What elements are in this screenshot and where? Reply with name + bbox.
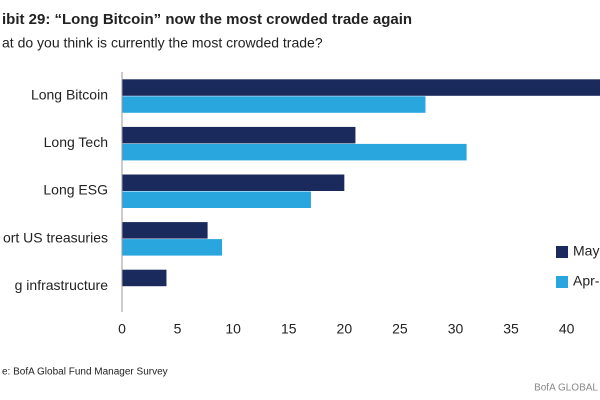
- bar: [122, 222, 208, 239]
- y-tick-label: Long Tech: [44, 134, 108, 150]
- x-tick-label: 15: [281, 321, 297, 337]
- legend-swatch: [556, 246, 568, 258]
- legend-swatch: [556, 276, 568, 288]
- legend-label: May: [573, 243, 599, 259]
- x-tick-label: 20: [337, 321, 353, 337]
- x-tick-label: 0: [118, 321, 126, 337]
- y-tick-label: Long ESG: [43, 182, 108, 198]
- source-note: e: BofA Global Fund Manager Survey: [2, 367, 168, 378]
- x-tick-label: 40: [559, 321, 575, 337]
- brand: BofA GLOBAL: [534, 383, 598, 394]
- chart-subtitle: at do you think is currently the most cr…: [2, 35, 323, 51]
- x-tick-label: 30: [448, 321, 464, 337]
- bar: [122, 239, 223, 256]
- y-tick-label: g infrastructure: [15, 277, 109, 293]
- bar: [122, 174, 345, 191]
- chart-title: ibit 29: “Long Bitcoin” now the most cro…: [2, 11, 412, 28]
- bar: [122, 143, 467, 161]
- legend-label: Apr-: [573, 273, 600, 289]
- x-tick-label: 5: [174, 321, 182, 337]
- bar: [122, 126, 356, 144]
- x-tick-label: 35: [503, 321, 519, 337]
- bar: [122, 79, 600, 96]
- bar: [122, 191, 311, 208]
- x-tick-label: 10: [225, 321, 241, 337]
- bar: [122, 269, 167, 287]
- y-tick-label: ort US treasuries: [3, 229, 108, 245]
- y-tick-label: Long Bitcoin: [31, 87, 108, 103]
- x-tick-label: 25: [392, 321, 408, 337]
- bar: [122, 96, 426, 113]
